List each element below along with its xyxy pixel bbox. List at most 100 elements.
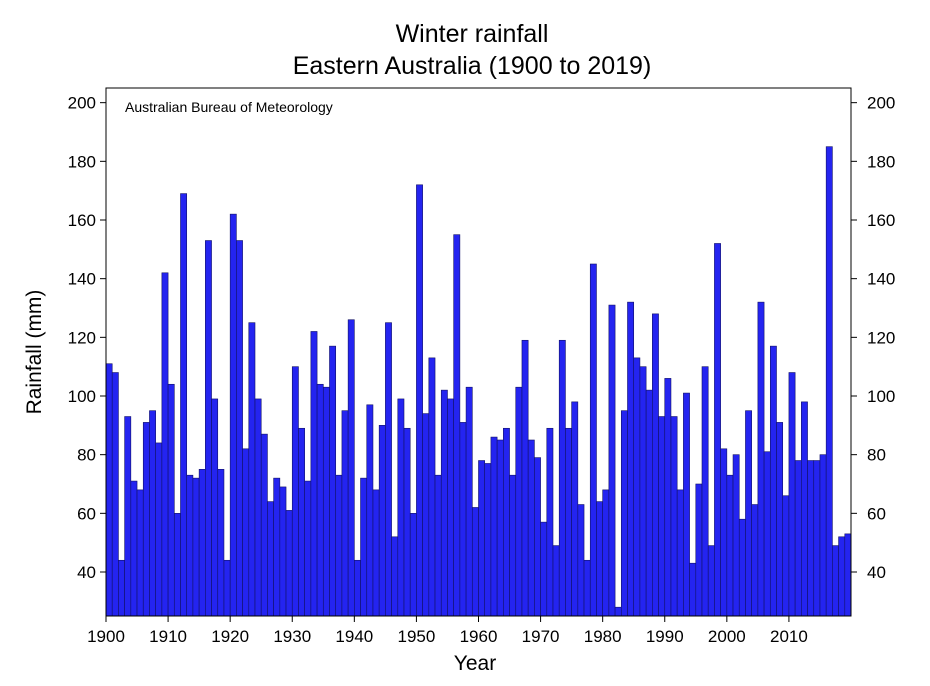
bar-1917 [211,398,219,617]
y-tick-label-right: 120 [867,328,895,347]
bar-1961 [484,463,492,617]
x-tick-label: 1930 [273,627,311,646]
bar-2000 [726,474,734,617]
y-axis-right: 40 60 80 100 120 140 160 180 200 [851,94,895,582]
bar-1901 [111,372,119,617]
y-axis-label: Rainfall (mm) [23,290,46,415]
bar-1968 [527,439,535,617]
bar-2013 [807,460,815,617]
x-tick-label: 1990 [646,627,684,646]
bar-1979 [596,501,603,617]
bar-1982 [614,606,622,617]
bar-1951 [422,413,430,617]
bar-1964 [503,427,510,617]
bar-1937 [335,474,343,617]
bar-1922 [242,448,250,617]
bar-1942 [366,404,374,617]
chart-title: Winter rainfall [396,20,549,48]
x-tick-label: 1900 [87,627,125,646]
bar-1940 [354,559,361,617]
bar-1910 [167,383,175,617]
bar-1958 [465,386,473,617]
y-tick-label-left: 140 [68,270,96,289]
bar-1986 [639,366,647,617]
y-tick-label-right: 40 [867,563,886,582]
bar-1976 [577,504,585,617]
bar-1988 [652,313,659,617]
bar-1955 [447,398,454,617]
bar-2019 [844,533,852,617]
y-tick-label-left: 40 [77,563,96,582]
bar-1989 [658,416,666,617]
bar-1926 [267,501,274,617]
bar-2012 [801,401,808,617]
x-tick-label: 1910 [149,627,187,646]
bar-2014 [813,460,821,617]
bar-1972 [552,545,560,617]
bar-1987 [645,389,653,617]
source-annotation: Australian Bureau of Meteorology [125,99,333,115]
bar-2018 [838,536,846,617]
bar-1980 [602,489,610,617]
bar-1930 [291,366,299,617]
bar-1928 [279,486,287,617]
bar-1998 [714,243,721,617]
bar-1948 [403,427,411,617]
bar-1967 [521,339,529,617]
y-tick-label-right: 180 [867,152,895,171]
bar-1900 [105,363,113,617]
bar-1903 [124,416,132,617]
bar-1911 [173,513,181,617]
bar-1973 [558,339,566,617]
bar-2016 [825,146,833,617]
bar-1978 [589,263,597,617]
bar-1977 [583,559,591,617]
bar-1920 [229,213,237,617]
x-tick-label: 1950 [398,627,436,646]
bar-1904 [130,480,138,617]
bar-1971 [546,427,554,617]
x-tick-label: 2000 [708,627,746,646]
bar-1974 [565,427,572,617]
bar-1993 [683,392,690,617]
y-tick-label-right: 200 [867,94,895,113]
bar-1931 [298,427,305,617]
bar-1952 [428,357,436,617]
bar-1902 [118,559,125,617]
y-tick-label-left: 200 [68,94,96,113]
bar-2004 [751,504,759,617]
bar-1943 [372,489,380,617]
bar-1908 [155,442,163,617]
bar-1919 [223,559,231,617]
bar-1954 [440,389,448,617]
x-tick-label: 1940 [335,627,373,646]
bar-2001 [732,454,740,617]
bar-1916 [205,240,212,617]
bar-1984 [627,301,635,617]
y-tick-label-left: 120 [68,328,96,347]
bar-1924 [254,398,262,617]
bar-2006 [763,451,771,617]
x-tick-label: 1920 [211,627,249,646]
bar-1925 [260,433,268,617]
x-tick-label: 1970 [522,627,560,646]
bar-1927 [273,477,281,617]
bar-1915 [198,469,206,617]
bar-2015 [819,454,827,617]
y-tick-label-right: 80 [867,446,886,465]
bar-2002 [738,518,746,617]
bar-1906 [142,422,150,617]
bar-1953 [434,474,442,617]
bar-1935 [322,386,330,617]
bar-1966 [515,386,523,617]
y-tick-label-left: 160 [68,211,96,230]
bar-1969 [534,457,541,617]
bar-1981 [608,304,616,617]
bar-1913 [186,474,194,617]
bar-2009 [782,495,790,617]
y-tick-label-left: 180 [68,152,96,171]
bar-2007 [769,345,777,617]
bar-1996 [701,366,709,617]
y-tick-label-left: 100 [68,387,96,406]
bar-1985 [633,357,641,617]
